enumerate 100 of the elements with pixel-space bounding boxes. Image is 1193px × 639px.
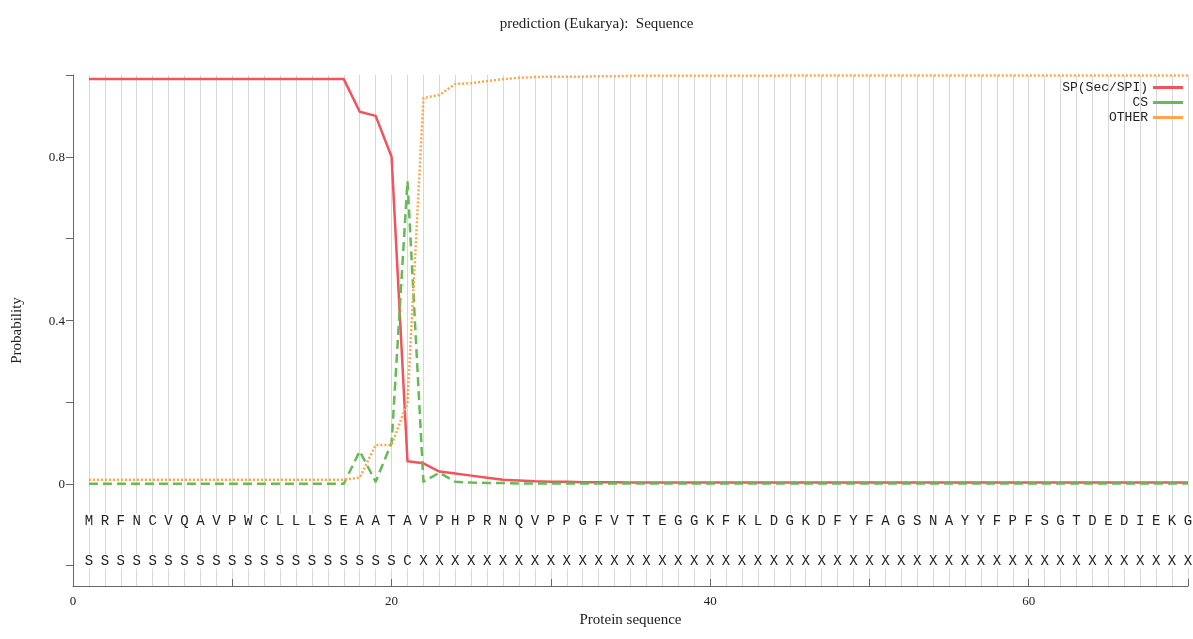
annotation: G (1056, 512, 1065, 529)
annotation: X (658, 553, 668, 570)
annotation: X (1072, 553, 1082, 570)
annotation: F (594, 512, 603, 529)
annotation: X (435, 553, 445, 570)
legend-label: OTHER (1108, 110, 1149, 125)
annotation: S (355, 553, 364, 570)
annotation: G (674, 512, 683, 529)
annotation: F (833, 512, 842, 529)
annotation: S (84, 553, 94, 570)
annotation: X (419, 553, 429, 570)
annotation: Y (849, 512, 859, 529)
annotation: E (339, 512, 348, 529)
annotation: X (610, 553, 620, 570)
annotation: R (100, 512, 110, 529)
annotation: G (578, 512, 587, 529)
annotation: X (467, 553, 477, 570)
annotation: X (705, 553, 715, 570)
annotation: F (992, 512, 1002, 529)
annotation: A (944, 512, 954, 529)
annotation: X (1183, 553, 1193, 570)
annotation: S (132, 553, 141, 570)
annotation: G (1183, 512, 1193, 529)
y-axis-title: Probability (7, 296, 24, 364)
annotation: M (84, 512, 94, 529)
x-axis-title: Protein sequence (579, 611, 682, 628)
annotation: X (721, 553, 731, 570)
annotation: S (371, 553, 380, 570)
annotation: S (913, 512, 922, 529)
annotation: S (148, 553, 157, 570)
annotation: T (1072, 512, 1081, 529)
annotation: K (705, 512, 715, 529)
annotation: X (514, 553, 524, 570)
annotation: X (562, 553, 572, 570)
annotation: T (626, 512, 635, 529)
annotation: X (594, 553, 604, 570)
annotation: X (865, 553, 875, 570)
annotation: S (244, 553, 253, 570)
annotation: I (1136, 512, 1145, 529)
annotation: S (116, 553, 125, 570)
legend-label: CS (1132, 95, 1149, 110)
annotation: X (976, 553, 986, 570)
annotation: S (164, 553, 173, 570)
annotation: G (785, 512, 794, 529)
annotation: C (259, 512, 269, 529)
annotation: Q (180, 512, 189, 529)
legend-label: SP(Sec/SPI) (1062, 80, 1148, 95)
annotation: K (1167, 512, 1177, 529)
annotation: G (690, 512, 699, 529)
annotation: X (944, 553, 954, 570)
annotation: S (323, 553, 333, 570)
annotation: F (1024, 512, 1033, 529)
annotation: S (307, 553, 317, 570)
y-tick-label: 0.4 (48, 312, 66, 328)
annotation: X (992, 553, 1002, 570)
annotation: F (721, 512, 731, 529)
annotation: X (642, 553, 652, 570)
annotation: S (212, 553, 221, 570)
annotation: S (180, 553, 189, 570)
annotation: V (212, 512, 222, 529)
annotation: C (148, 512, 157, 529)
annotation: S (339, 553, 348, 570)
annotation: P (435, 512, 444, 529)
x-tick-label: 20 (385, 593, 399, 608)
annotation: X (530, 553, 540, 570)
annotation: X (881, 553, 891, 570)
annotation: W (244, 512, 254, 529)
annotation: A (403, 512, 413, 529)
annotation: X (1024, 553, 1034, 570)
annotation: X (498, 553, 508, 570)
annotation: X (578, 553, 588, 570)
annotation: D (817, 512, 826, 529)
annotation: F (116, 512, 125, 529)
annotation: Y (976, 512, 986, 529)
annotation: S (100, 553, 110, 570)
annotation: X (1120, 553, 1130, 570)
x-tick-label: 0 (69, 593, 77, 608)
annotation: X (737, 553, 747, 570)
annotation: D (1088, 512, 1097, 529)
annotation: E (1104, 512, 1113, 529)
annotation: X (897, 553, 907, 570)
annotation: D (769, 512, 779, 529)
annotation: K (801, 512, 811, 529)
annotation: A (196, 512, 206, 529)
annotation: T (642, 512, 651, 529)
annotation: P (562, 512, 571, 529)
annotation: N (498, 512, 508, 529)
annotation: R (482, 512, 492, 529)
annotation: Q (514, 512, 524, 529)
annotation: P (546, 512, 556, 529)
annotation: A (355, 512, 365, 529)
annotation: X (769, 553, 779, 570)
annotation: S (275, 553, 285, 570)
annotation: X (451, 553, 461, 570)
annotation: X (626, 553, 636, 570)
annotation: V (610, 512, 620, 529)
annotation: X (801, 553, 811, 570)
annotation: K (737, 512, 747, 529)
annotation: X (913, 553, 923, 570)
annotation: P (228, 512, 237, 529)
